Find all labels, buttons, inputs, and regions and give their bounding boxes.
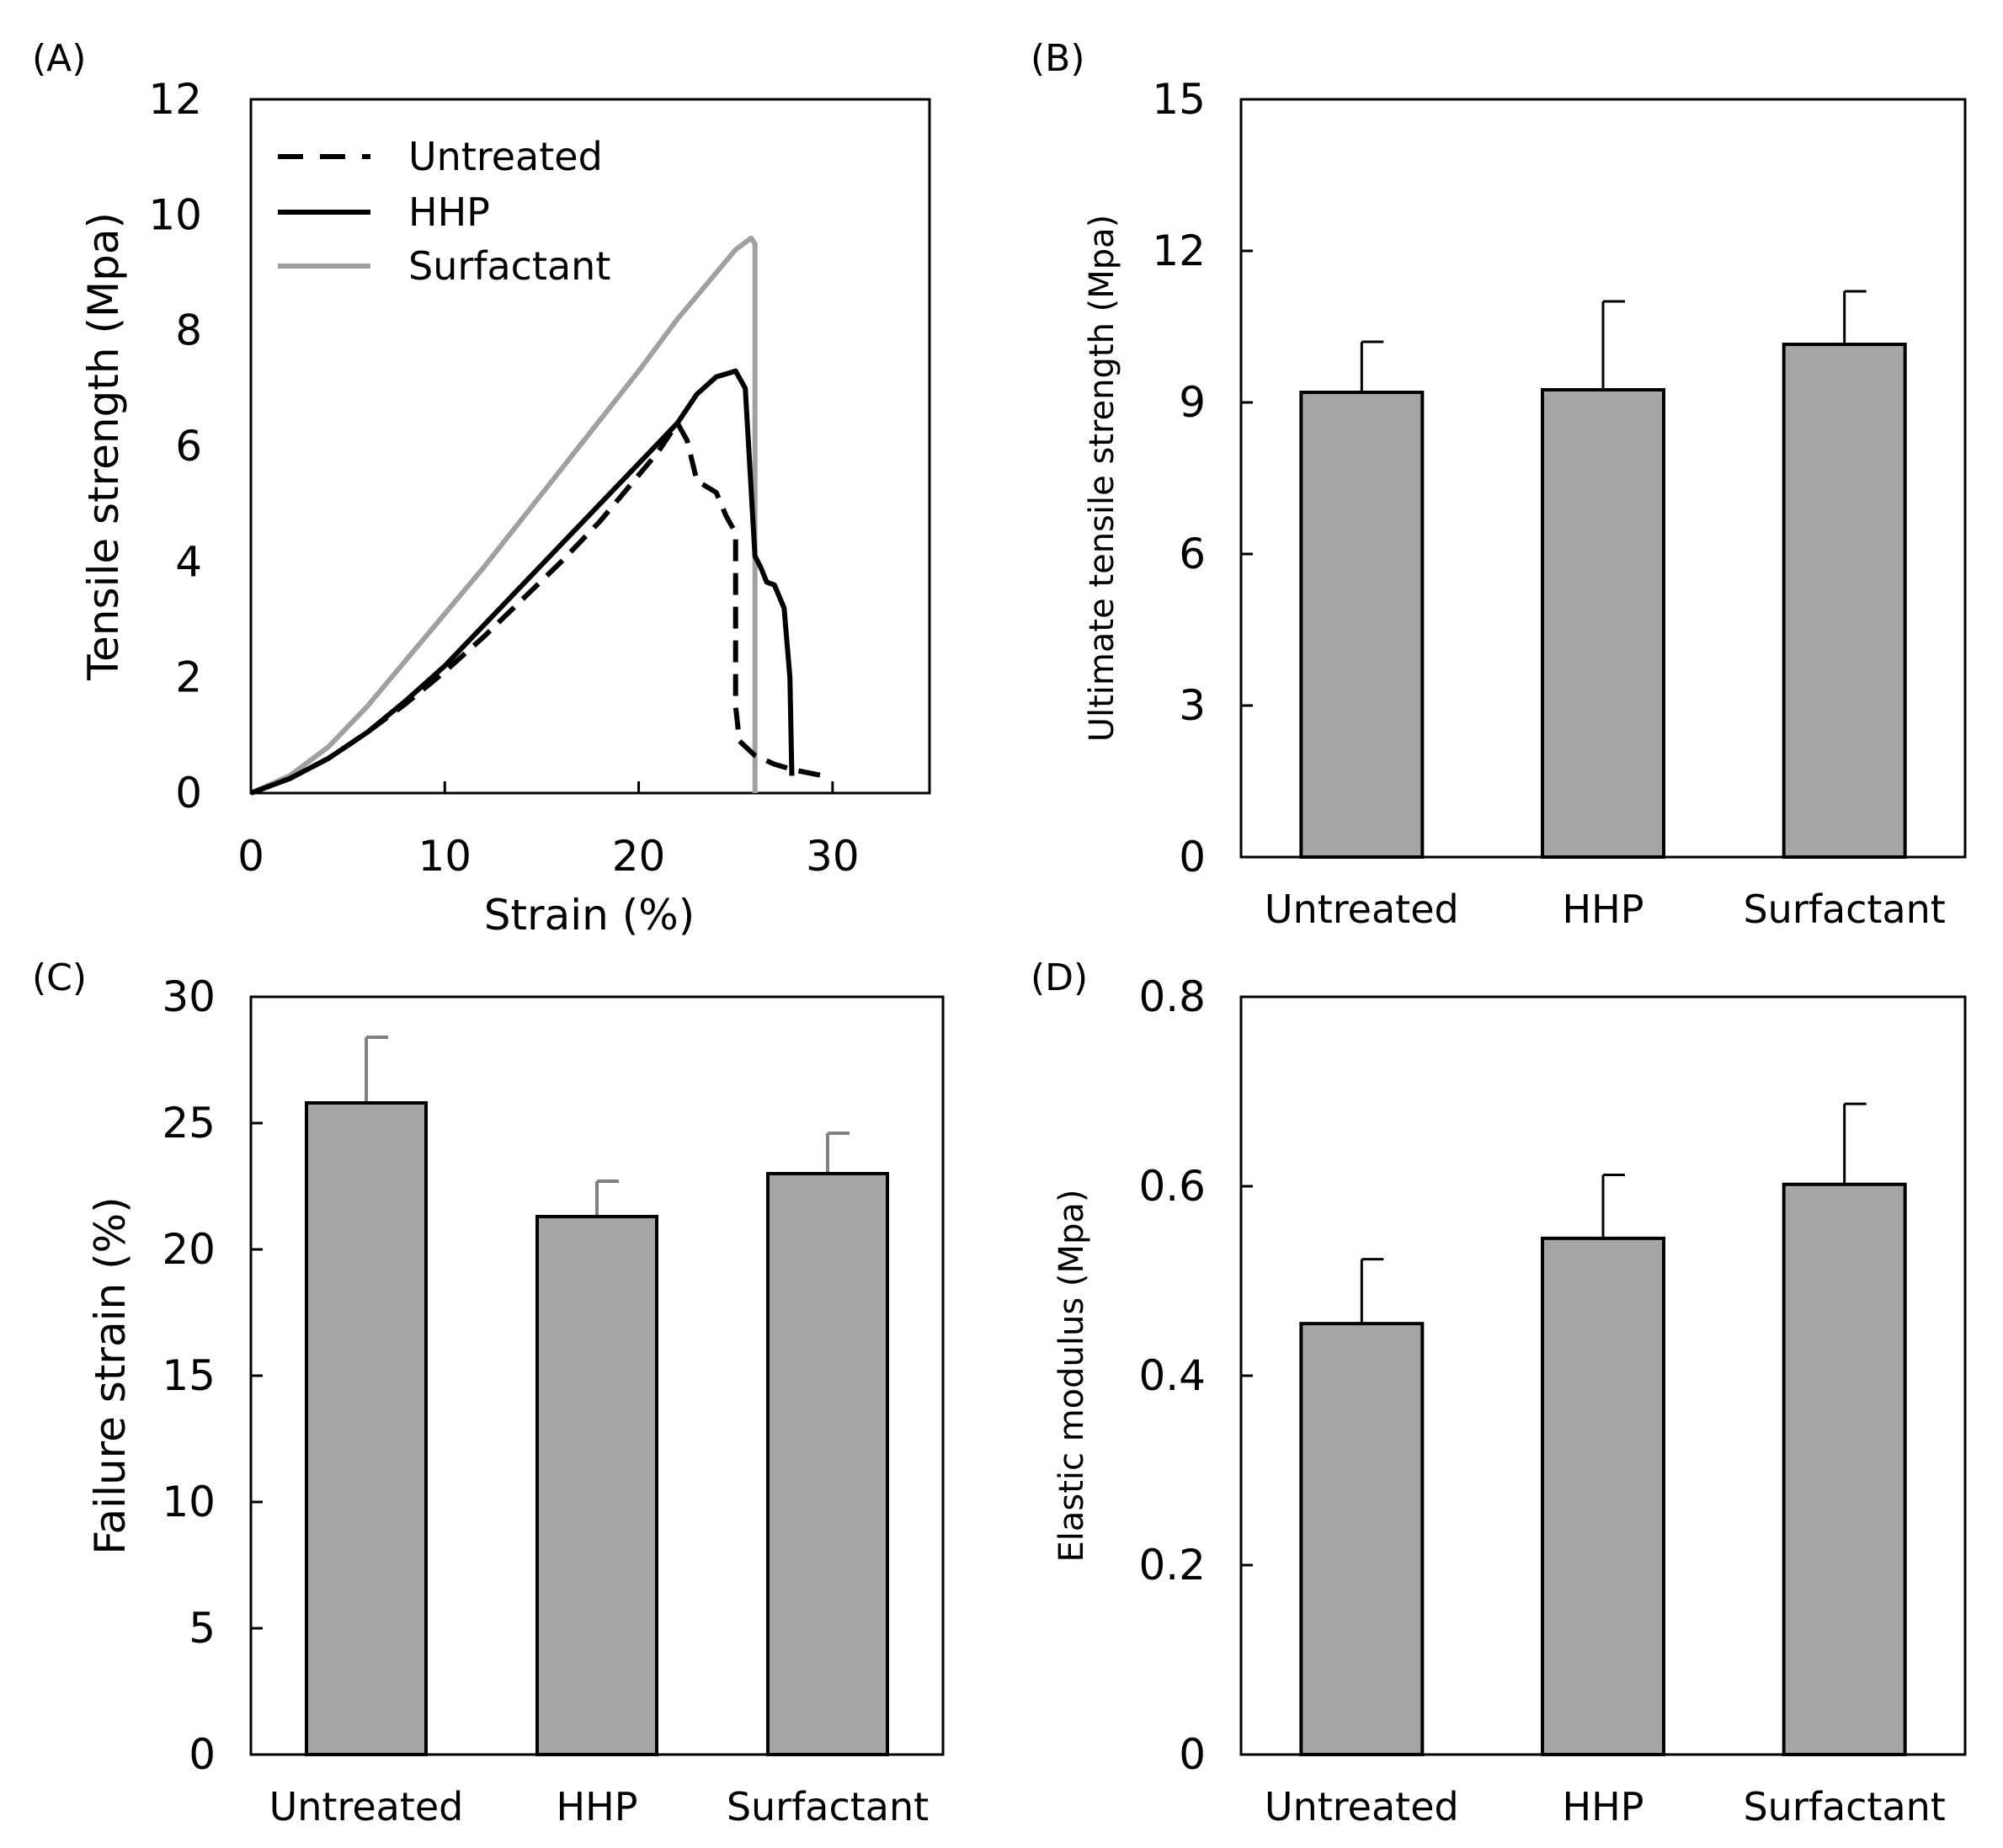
- panel-a-x-tick-label: 10: [418, 832, 471, 881]
- panel-b-category-label: HHP: [1563, 887, 1644, 932]
- panel-d-bar-untreated: [1299, 1322, 1425, 1756]
- panel-b-y-tick-label: 6: [1179, 530, 1206, 578]
- panel-a-x-tick-label: 30: [806, 832, 860, 881]
- panel-d-category-label: Untreated: [1265, 1784, 1459, 1829]
- panel-a-plot-frame: [249, 98, 931, 795]
- panel-a-series: [249, 235, 823, 796]
- panel-d-category-label: Surfactant: [1743, 1784, 1945, 1829]
- panel-a-y-tick-label: 8: [175, 306, 202, 355]
- panel-d-y-tick-label: 0.6: [1138, 1162, 1206, 1211]
- panel-c-bar-surfactant: [766, 1172, 889, 1756]
- panel-b-y-tick-label: 12: [1152, 226, 1206, 275]
- panel-a-y-tick-label: 6: [175, 422, 202, 471]
- panel-b: (B) 0 3 6 9 12 15 Untreated HHP Surfactant Ulti…: [1031, 37, 1967, 932]
- panel-b-label: (B): [1031, 37, 1085, 80]
- panel-b-y-tick-label: 9: [1179, 378, 1206, 427]
- panel-d-y-tick-label: 0.2: [1138, 1541, 1206, 1590]
- panel-c-bar-hhp: [535, 1215, 658, 1756]
- panel-b-y-tick-label: 15: [1152, 75, 1206, 124]
- panel-b-category-label: Surfactant: [1743, 887, 1945, 932]
- panel-d-bars: [1299, 1102, 1907, 1756]
- panel-a-y-ticks: 0 2 4 6 8 10 12: [148, 75, 202, 817]
- panel-c-y-tick-label: 0: [189, 1730, 216, 1779]
- series-line-surfactant: [249, 235, 758, 796]
- panel-d-y-tick-label: 0: [1179, 1730, 1206, 1779]
- panel-b-y-axis-title: Ultimate tensile strength (Mpa): [1083, 215, 1121, 743]
- panel-a: (A) 0 2 4 6 8 10 12 0 10 20 30 Untreated HHP Surf…: [32, 37, 931, 940]
- panel-c-y-tick-label: 25: [162, 1099, 216, 1148]
- panel-b-bar-hhp: [1541, 388, 1665, 859]
- panel-d-bar-hhp: [1541, 1236, 1665, 1756]
- series-line-untreated: [249, 420, 823, 796]
- panel-c-category-label: Surfactant: [727, 1784, 929, 1829]
- panel-c-y-tick-label: 10: [162, 1478, 216, 1526]
- panel-d-y-ticks: 0 0.2 0.4 0.6 0.8: [1138, 972, 1253, 1779]
- panel-c-category-label: HHP: [557, 1784, 638, 1829]
- panel-b-y-ticks: 0 3 6 9 12 15: [1152, 75, 1253, 881]
- panel-b-bar-surfactant: [1782, 343, 1907, 859]
- panel-a-y-tick-label: 12: [148, 75, 202, 124]
- panel-d-y-axis-title: Elastic modulus (Mpa): [1052, 1189, 1091, 1562]
- panel-d-label: (D): [1031, 956, 1088, 999]
- panel-b-category-labels: Untreated HHP Surfactant: [1265, 887, 1946, 932]
- legend-label-hhp: HHP: [408, 189, 490, 235]
- series-line-hhp: [249, 368, 795, 796]
- panel-c-category-labels: Untreated HHP Surfactant: [269, 1784, 930, 1829]
- legend-label-untreated: Untreated: [408, 134, 603, 179]
- panel-c-y-ticks: 0 5 10 15 20 25 30: [162, 972, 263, 1779]
- panel-b-y-tick-label: 0: [1179, 833, 1206, 881]
- panel-a-y-tick-label: 0: [175, 769, 202, 817]
- panel-a-y-tick-label: 2: [175, 653, 202, 702]
- panel-a-y-axis-title: Tensile strength (Mpa): [79, 212, 128, 681]
- panel-c-y-tick-label: 30: [162, 972, 216, 1021]
- panel-d-y-tick-label: 0.8: [1138, 972, 1206, 1021]
- panel-d-category-labels: Untreated HHP Surfactant: [1265, 1784, 1946, 1829]
- panel-a-x-ticks: 0 10 20 30: [237, 781, 860, 881]
- panel-a-legend: Untreated HHP Surfactant: [278, 134, 610, 289]
- panel-a-y-tick-label: 10: [148, 190, 202, 239]
- panel-a-label: (A): [32, 37, 86, 80]
- panel-d-y-tick-label: 0.4: [1138, 1351, 1206, 1400]
- panel-a-x-axis-title: Strain (%): [484, 891, 695, 940]
- panel-d: (D) 0 0.2 0.4 0.6 0.8 Untreated HHP Surfactant…: [1031, 956, 1967, 1829]
- panel-c-y-tick-label: 5: [189, 1604, 216, 1653]
- panel-c-y-axis-title: Failure strain (%): [86, 1196, 135, 1554]
- panel-c-y-tick-label: 20: [162, 1225, 216, 1274]
- panel-d-bar-surfactant: [1782, 1182, 1907, 1756]
- panel-b-y-tick-label: 3: [1179, 681, 1206, 730]
- panel-c-label: (C): [32, 956, 87, 999]
- panel-c-bar-untreated: [305, 1101, 428, 1756]
- panel-a-x-tick-label: 20: [612, 832, 666, 881]
- panel-a-y-tick-label: 4: [175, 537, 202, 586]
- panel-c-y-tick-label: 15: [162, 1351, 216, 1400]
- panel-b-category-label: Untreated: [1265, 887, 1459, 932]
- panel-a-x-tick-label: 0: [237, 832, 264, 881]
- panel-d-category-label: HHP: [1563, 1784, 1644, 1829]
- panel-c-category-label: Untreated: [269, 1784, 464, 1829]
- panel-b-bar-untreated: [1299, 391, 1425, 859]
- panel-b-bars: [1299, 290, 1907, 859]
- panel-c-bars: [305, 1036, 889, 1756]
- legend-label-surfactant: Surfactant: [408, 243, 610, 289]
